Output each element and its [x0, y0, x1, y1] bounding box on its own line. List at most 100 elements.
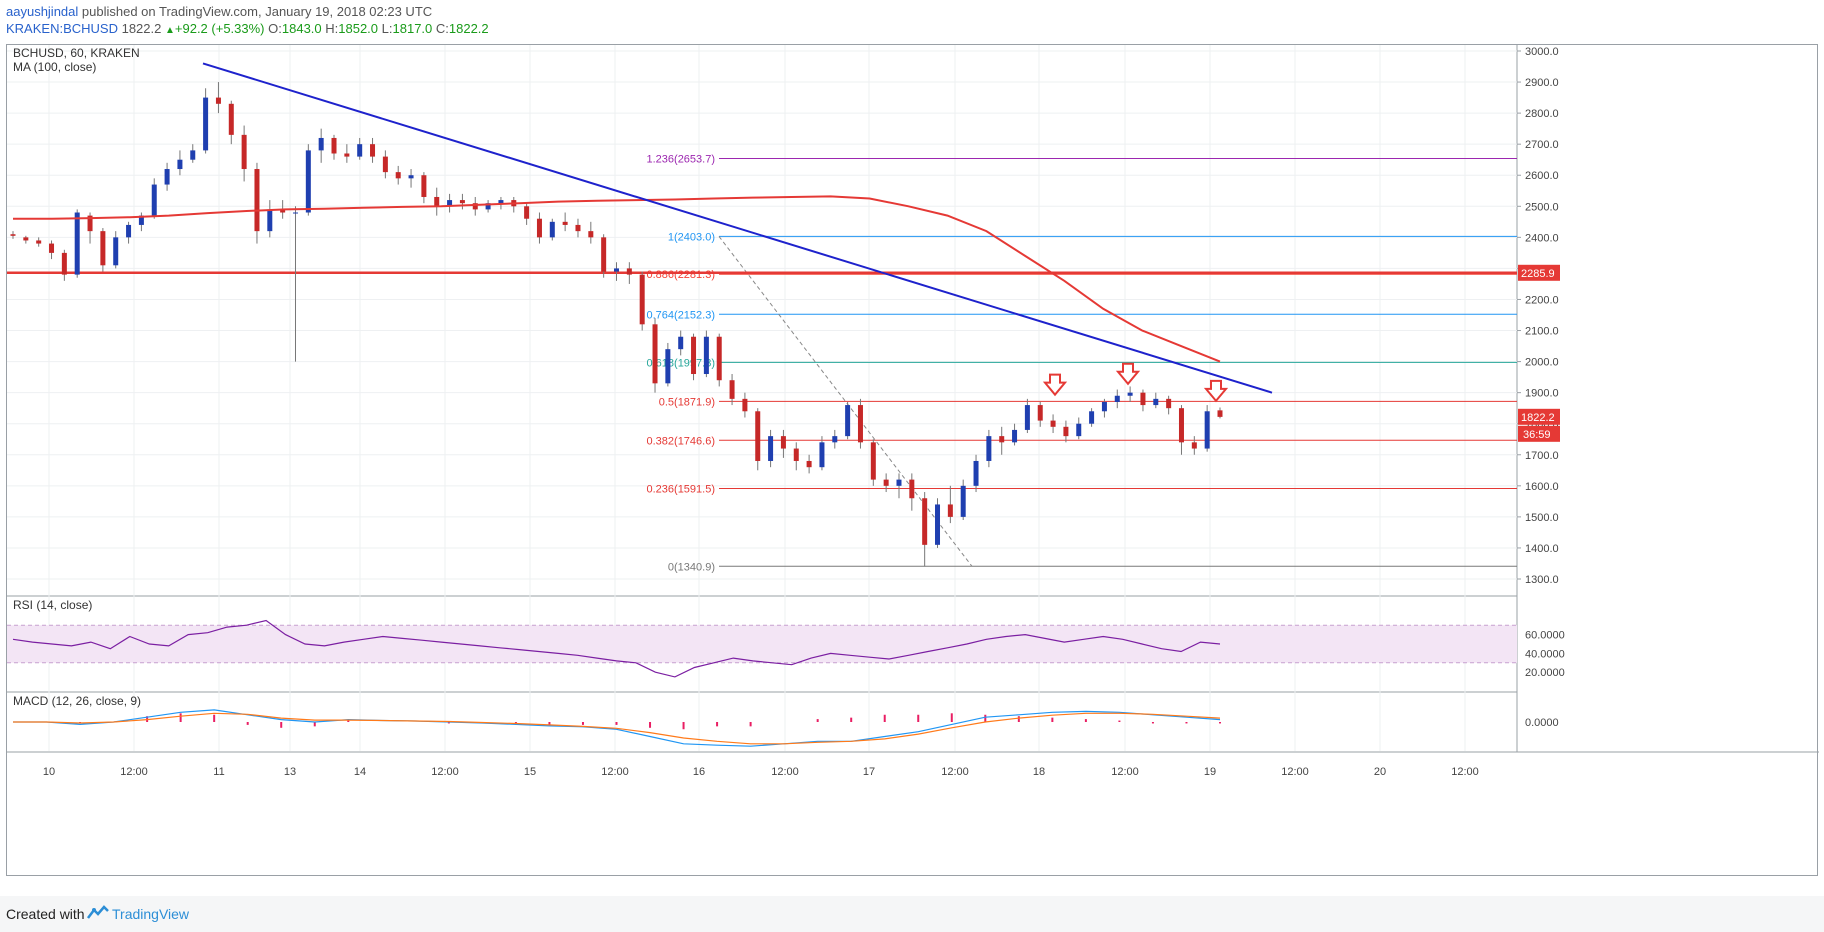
chart-title: BCHUSD, 60, KRAKEN — [13, 46, 140, 60]
candle-body — [536, 218, 542, 238]
fib-level-label: 0.764(2152.3) — [647, 309, 716, 321]
chart-canvas[interactable]: 1300.01400.01500.01600.01700.01800.01900… — [7, 45, 1819, 877]
fib-swing-line — [718, 236, 973, 567]
candle-body — [999, 436, 1005, 443]
down-arrow-icon — [1042, 373, 1068, 397]
y-tick-label: 1700.0 — [1525, 450, 1559, 462]
price-change: +92.2 (+5.33%) — [174, 21, 265, 36]
low-value: 1817.0 — [392, 21, 433, 36]
published-text: published on TradingView.com, January 19… — [78, 4, 433, 19]
candle-body — [331, 137, 337, 154]
fib-level-label: 0(1340.9) — [668, 561, 715, 573]
candle-body — [896, 479, 902, 486]
fib-level-label: 0.5(1871.9) — [659, 396, 715, 408]
candle-body — [74, 212, 80, 275]
x-tick-label: 11 — [213, 766, 224, 778]
candle-body — [49, 243, 55, 253]
rsi-legend: RSI (14, close) — [13, 598, 92, 612]
chart-frame[interactable]: 1300.01400.01500.01600.01700.01800.01900… — [6, 44, 1819, 877]
y-tick-label: 1300.0 — [1525, 574, 1559, 586]
fib-level-label: 0.382(1746.6) — [647, 435, 716, 447]
y-tick-label: 2500.0 — [1525, 201, 1559, 213]
candle-body — [138, 215, 144, 225]
candle-body — [1037, 405, 1043, 421]
candle-body — [203, 97, 209, 151]
candle-body — [793, 448, 799, 461]
ma100-line — [13, 195, 1221, 363]
candle-body — [1063, 426, 1069, 437]
y-tick-label: 2000.0 — [1525, 357, 1559, 369]
candle-body — [100, 231, 106, 266]
candle-body — [562, 221, 568, 225]
low-label: L: — [381, 21, 393, 36]
x-tick-label: 18 — [1033, 766, 1045, 778]
candle-body — [845, 405, 851, 437]
candle-body — [909, 479, 915, 499]
fib-level-label: 0.886(2281.3) — [647, 269, 716, 281]
macd-legend: MACD (12, 26, close, 9) — [13, 694, 141, 708]
candle-body — [678, 336, 684, 350]
publish-info: aayushjindal published on TradingView.co… — [6, 5, 432, 19]
candle-body — [1012, 429, 1018, 443]
candle-body — [1101, 401, 1107, 412]
down-arrow-icon — [1115, 362, 1141, 386]
signal-line — [13, 712, 1221, 745]
x-tick-label: 12:00 — [1281, 766, 1309, 778]
macd-tick-label: 0.0000 — [1525, 717, 1559, 729]
down-arrow-icon — [1203, 379, 1229, 403]
symbol-quote: KRAKEN:BCHUSD 1822.2 ▲+92.2 (+5.33%) O:1… — [6, 22, 489, 38]
candle-body — [742, 398, 748, 412]
y-tick-label: 2400.0 — [1525, 232, 1559, 244]
candle-body — [280, 209, 286, 213]
price-tag-bg — [1518, 408, 1560, 425]
candle-body — [61, 252, 67, 275]
candle-body — [318, 137, 324, 151]
y-tick-label: 1400.0 — [1525, 543, 1559, 555]
candle-body — [241, 134, 247, 170]
candle-body — [36, 240, 42, 244]
rsi-tick-label: 60.0000 — [1525, 630, 1565, 642]
candle-body — [1140, 392, 1146, 406]
x-tick-label: 13 — [284, 766, 296, 778]
candle-body — [485, 203, 491, 210]
candle-body — [665, 349, 671, 384]
y-tick-label: 3000.0 — [1525, 46, 1559, 58]
candle-body — [1191, 442, 1197, 449]
candle-body — [228, 103, 234, 135]
x-tick-label: 12:00 — [431, 766, 459, 778]
candle-body — [588, 231, 594, 238]
resistance-tag-bg — [1518, 264, 1560, 281]
candle-body — [151, 184, 157, 216]
y-tick-label: 1600.0 — [1525, 481, 1559, 493]
candle-body — [1024, 405, 1030, 430]
up-triangle-icon: ▲ — [164, 25, 175, 36]
countdown-tag-bg — [1518, 425, 1560, 442]
x-tick-label: 12:00 — [1111, 766, 1139, 778]
x-tick-label: 17 — [863, 766, 875, 778]
fib-level-label: 1(2403.0) — [668, 231, 715, 243]
candle-body — [986, 436, 992, 461]
candle-body — [549, 221, 555, 238]
candle-body — [126, 224, 132, 238]
candle-body — [614, 268, 619, 272]
open-value: 1843.0 — [281, 21, 322, 36]
candle-body — [267, 209, 273, 232]
tradingview-link[interactable]: TradingView — [112, 906, 190, 922]
close-label: C: — [435, 21, 449, 36]
candle-body — [421, 175, 427, 197]
rsi-line — [12, 619, 1221, 678]
publish-header: aayushjindal published on TradingView.co… — [0, 0, 1824, 40]
y-tick-label: 1900.0 — [1525, 388, 1559, 400]
candle-body — [1050, 420, 1056, 427]
candle-body — [498, 200, 504, 204]
symbol-link[interactable]: KRAKEN:BCHUSD — [6, 21, 118, 36]
candle-body — [472, 203, 478, 210]
countdown-tag: 36:59 — [1523, 429, 1551, 441]
footer: Created with TradingView — [0, 896, 1824, 932]
rsi-band — [7, 625, 1517, 663]
y-tick-label: 2800.0 — [1525, 108, 1559, 120]
candle-body — [10, 234, 16, 236]
author-link[interactable]: aayushjindal — [6, 4, 79, 19]
ma-legend: MA (100, close) — [13, 60, 96, 74]
candle-body — [935, 504, 941, 545]
